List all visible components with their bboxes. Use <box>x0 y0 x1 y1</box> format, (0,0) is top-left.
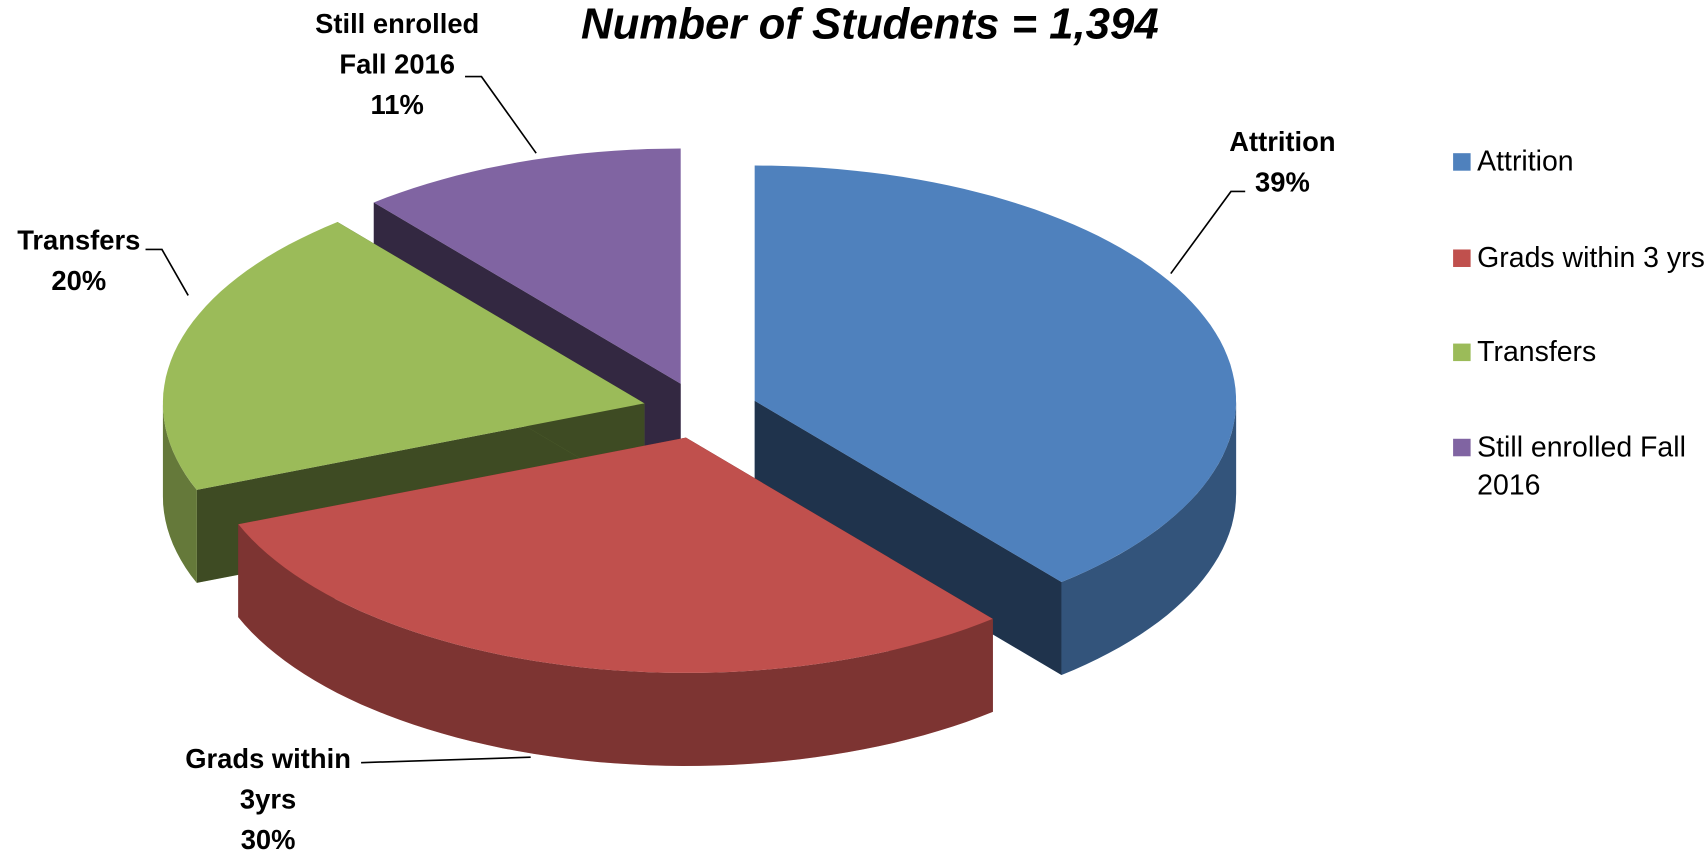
data-label-value: 20% <box>51 265 107 297</box>
legend-label: Transfers <box>1477 334 1597 368</box>
slice <box>373 148 681 384</box>
slice-side-shade <box>754 400 1062 676</box>
slice-wall <box>238 524 993 766</box>
data-label-name: Still enrolled Fall 2016 <box>315 8 480 80</box>
data-label-name: Grads within 3yrs <box>185 744 351 816</box>
legend-swatch <box>1453 343 1471 362</box>
legend-swatch <box>1453 249 1471 267</box>
data-label: Still enrolled Fall 2016 11% <box>293 4 501 125</box>
leader-line <box>145 248 189 296</box>
legend-label: Grads within 3 yrs <box>1477 240 1705 274</box>
data-label-name: Transfers <box>17 225 141 257</box>
legend-swatch <box>1453 438 1471 457</box>
chart-title: Number of Students = 1,394 <box>581 0 1159 49</box>
data-label-value: 30% <box>240 825 296 856</box>
data-label: Attrition 39% <box>1200 123 1364 204</box>
slice-wall-shade <box>238 524 993 766</box>
legend-label: Attrition <box>1477 144 1574 178</box>
data-label: Transfers 20% <box>0 221 161 302</box>
data-label: Grads within 3yrs 30% <box>167 740 369 861</box>
slice-wall <box>162 403 197 583</box>
slice <box>238 437 993 673</box>
slice <box>754 165 1237 583</box>
slice-wall-shade <box>162 403 197 583</box>
legend-label: Still enrolled Fall 2016 <box>1477 430 1686 502</box>
leader-line <box>465 75 537 154</box>
data-label-name: Attrition <box>1229 126 1336 158</box>
data-label-value: 11% <box>370 89 424 121</box>
leader-line <box>1170 190 1246 275</box>
slice-wall <box>1061 400 1237 676</box>
slice <box>162 222 645 490</box>
legend-swatch <box>1453 153 1471 171</box>
data-label-value: 39% <box>1255 167 1310 199</box>
leader-line <box>361 756 531 764</box>
slice-wall-shade <box>1061 400 1237 676</box>
